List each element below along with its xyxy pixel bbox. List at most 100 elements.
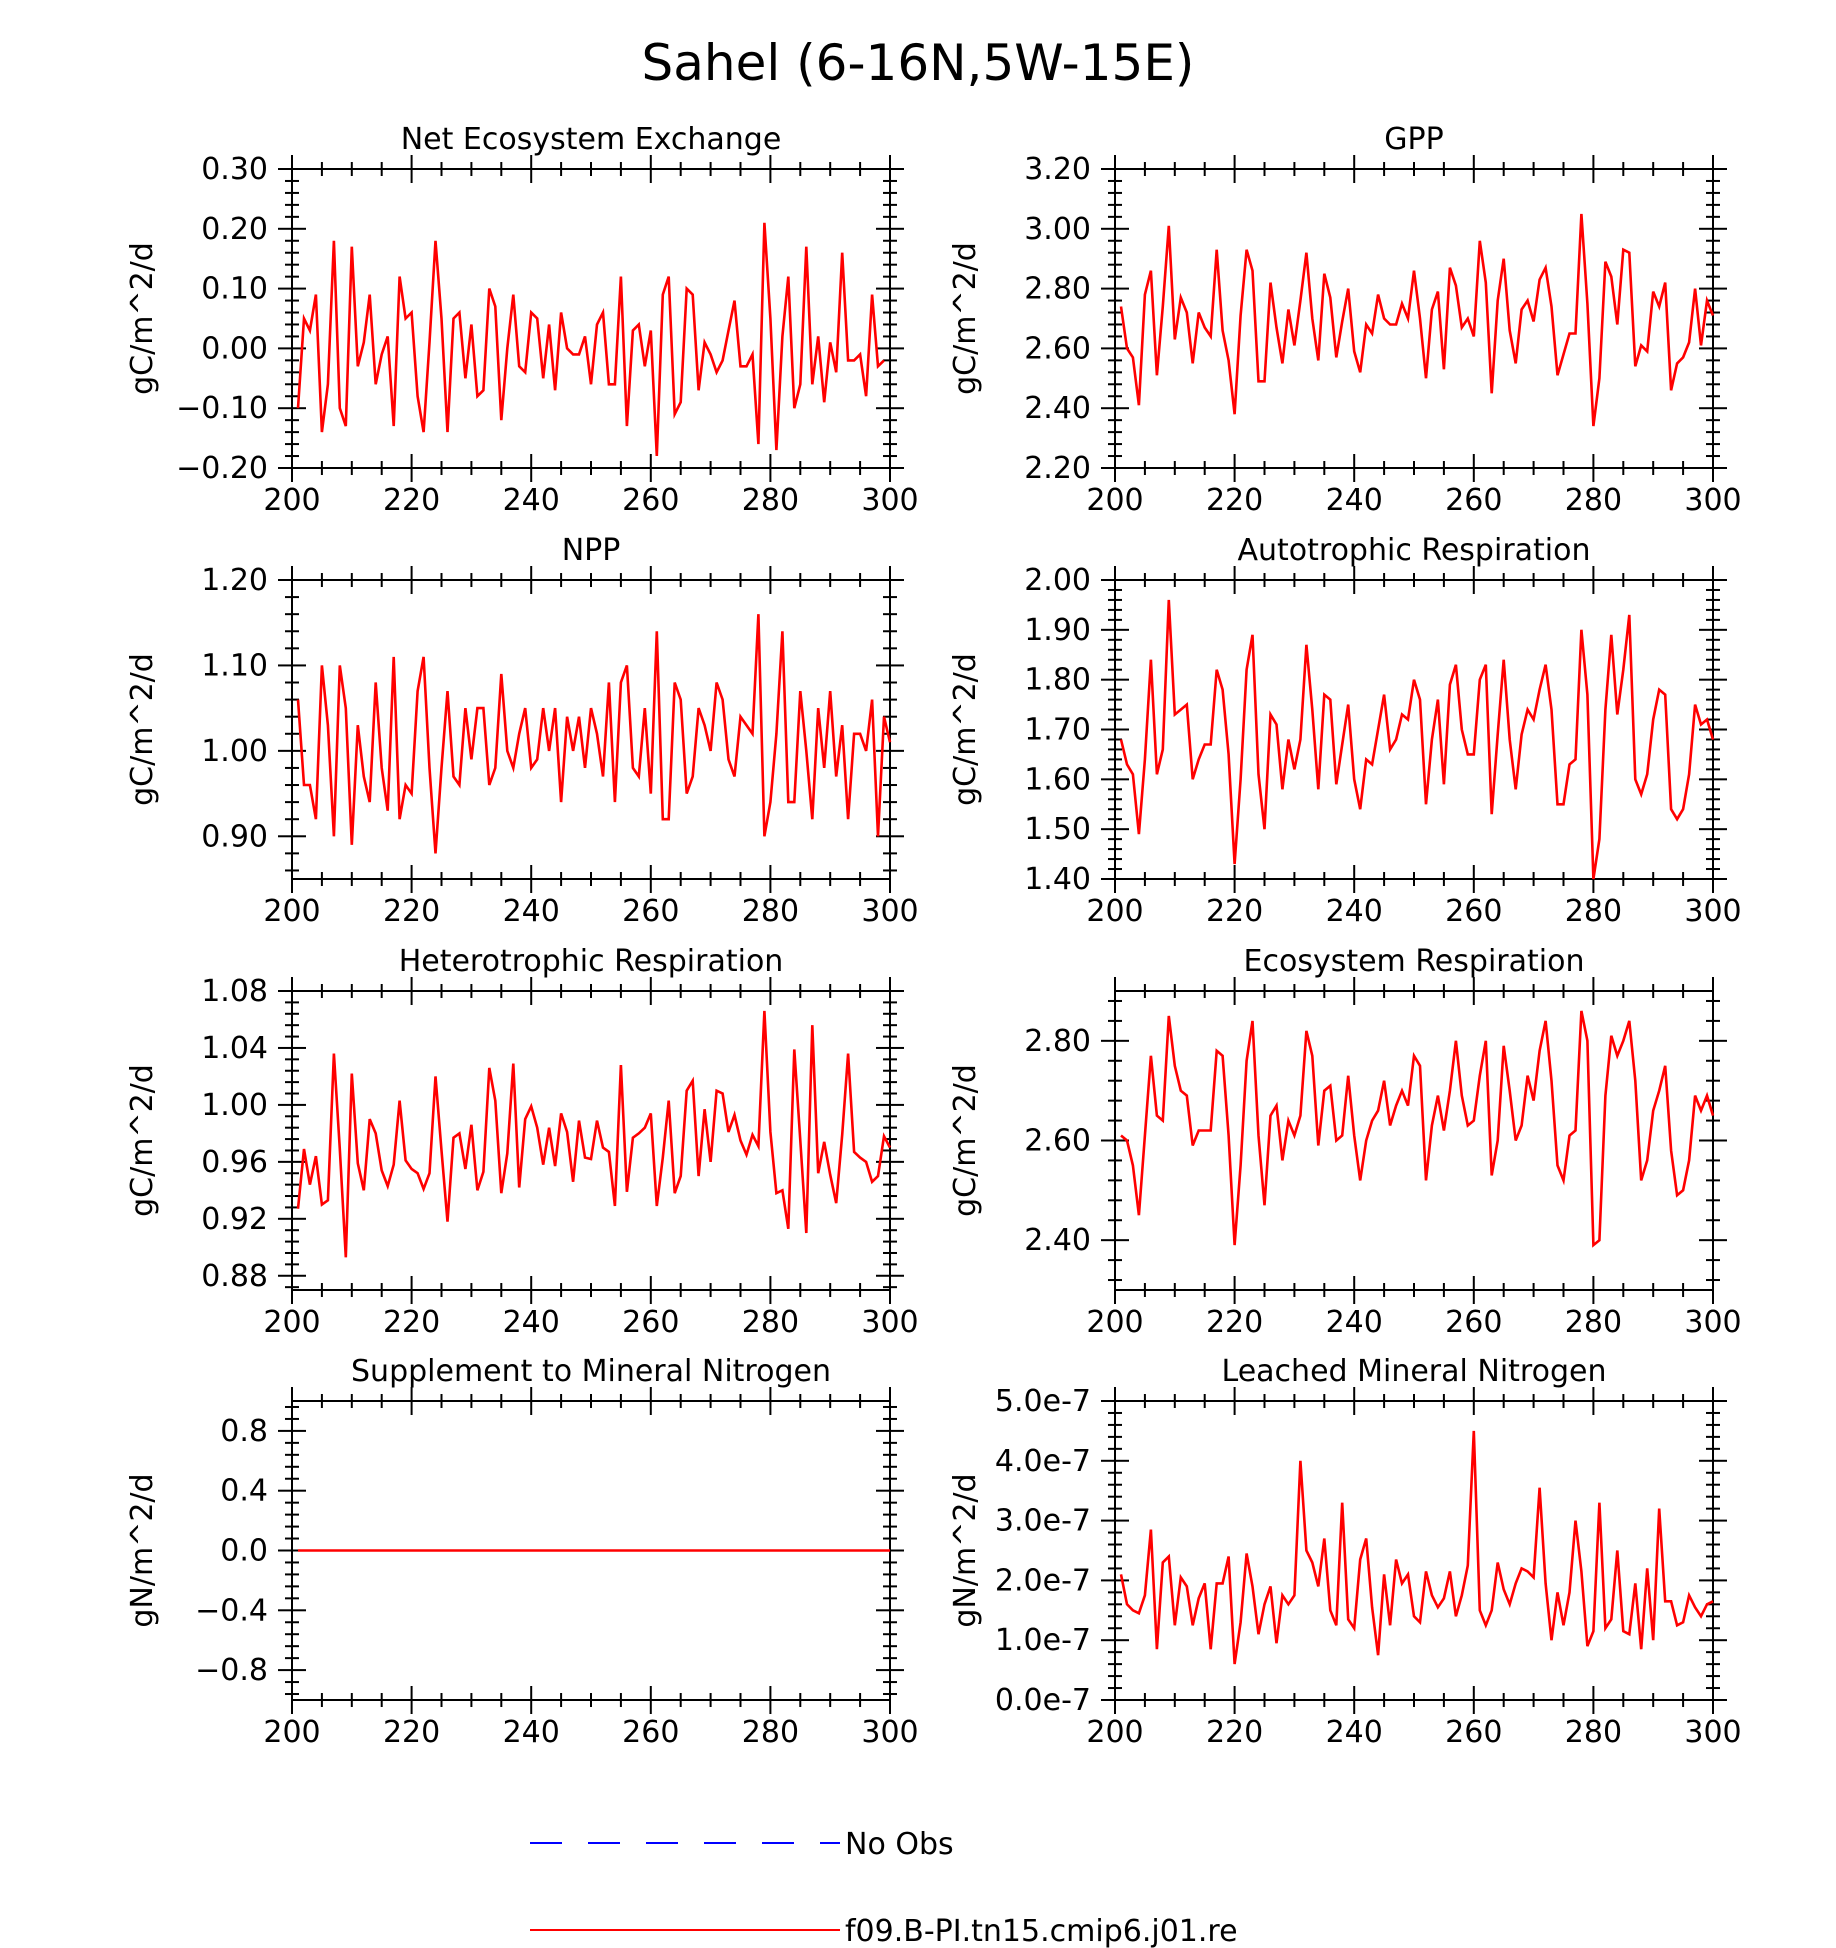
y-tick-label: 3.00 [1024,212,1091,247]
plot-frame [291,168,891,469]
y-axis-label: gC/m^2/d [948,1064,983,1217]
y-tick-label: 1.0e-7 [995,1623,1091,1658]
x-tick-label: 200 [1086,1305,1143,1340]
y-tick-label: 2.40 [1024,1223,1091,1258]
y-tick-label: 0.20 [201,212,268,247]
y-tick-label: 1.70 [1024,713,1091,748]
series-line [1119,213,1715,427]
y-tick-label: 0.4 [220,1474,268,1509]
series-line [296,222,885,457]
panel-npp: 200 220 240 260 280 300 0.90 1.00 1.10 1.20 NPP gC/… [125,533,919,929]
x-tick-label: 300 [1684,1715,1741,1750]
y-tick-label: 0.0 [220,1534,268,1569]
y-tick-label: 2.00 [1024,563,1091,598]
y-tick-label: 2.40 [1024,391,1091,426]
x-tick-label: 280 [742,483,799,518]
y-tick-label: 1.60 [1024,762,1091,797]
y-tick-label: 0.30 [201,152,268,187]
y-axis-label: gC/m^2/d [948,653,983,806]
y-tick-label: −0.8 [195,1653,268,1688]
x-tick-label: 240 [503,1715,560,1750]
y-tick-label: 0.96 [201,1145,268,1180]
x-tick-label: 300 [861,1305,918,1340]
y-tick-label: 1.10 [201,648,268,683]
y-tick-label: 3.20 [1024,152,1091,187]
x-tick-label: 220 [1206,1715,1263,1750]
series-line [1119,1430,1714,1665]
y-axis-label: gC/m^2/d [125,653,160,806]
x-tick-label: 260 [622,483,679,518]
y-tick-label: −0.10 [176,391,268,426]
x-tick-label: 240 [503,894,560,929]
plot-frame [291,579,891,880]
y-tick-label: 0.10 [201,272,268,307]
x-tick-label: 220 [1206,894,1263,929]
x-tick-label: 260 [1445,483,1502,518]
panel-title: Ecosystem Respiration [1244,944,1585,979]
y-tick-label: 1.04 [201,1031,268,1066]
x-tick-label: 280 [742,1305,799,1340]
x-tick-label: 300 [861,894,918,929]
series-line [296,614,892,854]
y-tick-label: 3.0e-7 [995,1504,1091,1539]
y-tick-label: 2.20 [1024,451,1091,486]
x-tick-label: 200 [263,483,320,518]
panel-title: Net Ecosystem Exchange [401,122,782,157]
x-tick-label: 280 [1565,1305,1622,1340]
x-tick-label: 280 [742,1715,799,1750]
x-tick-label: 200 [263,1715,320,1750]
panel-title: Heterotrophic Respiration [399,944,784,979]
x-tick-label: 220 [383,894,440,929]
x-tick-label: 240 [1326,483,1383,518]
panel-title: Autotrophic Respiration [1237,533,1590,568]
y-tick-label: 1.40 [1024,862,1091,897]
x-tick-label: 240 [503,1305,560,1340]
y-axis-label: gC/m^2/d [125,1064,160,1217]
plot-frame [1114,168,1714,469]
y-tick-label: 0.00 [201,331,268,366]
panel-title: Supplement to Mineral Nitrogen [351,1354,831,1389]
x-tick-label: 260 [622,894,679,929]
plot-frame [1114,990,1714,1291]
y-tick-label: 1.50 [1024,812,1091,847]
x-tick-label: 260 [1445,1305,1502,1340]
panel-gpp: 200 220 240 260 280 300 2.20 2.40 2.60 2.80 3.00 3.… [948,122,1742,518]
x-tick-label: 280 [1565,1715,1622,1750]
y-tick-label: 5.0e-7 [995,1384,1091,1419]
x-tick-label: 300 [1684,1305,1741,1340]
panel-ecosystem-respiration: 200 220 240 260 280 300 2.40 2.60 2.80 Ecosystem … [948,944,1742,1340]
y-tick-label: 2.0e-7 [995,1563,1091,1598]
x-tick-label: 200 [263,1305,320,1340]
x-tick-label: 220 [383,1305,440,1340]
x-tick-label: 200 [1086,483,1143,518]
panels: 200 220 240 260 280 300 −0.20 −0.10 0.00 0.10 0.20… [125,122,1742,1750]
x-tick-label: 260 [1445,894,1502,929]
plot-frame [1114,1400,1714,1701]
x-tick-label: 240 [1326,1715,1383,1750]
panel-autotrophic-respiration: 200 220 240 260 280 300 1.40 1.50 1.60 1.70 1.80 1.… [948,533,1742,929]
series-line [1119,599,1715,880]
series-line [296,1010,892,1258]
legend-label-no-obs: No Obs [845,1827,954,1862]
plot-frame [1114,579,1714,880]
y-tick-label: 2.60 [1024,331,1091,366]
x-tick-label: 220 [383,1715,440,1750]
x-tick-label: 220 [383,483,440,518]
y-tick-label: 1.90 [1024,613,1091,648]
y-tick-label: 1.20 [201,563,268,598]
y-axis-label: gN/m^2/d [125,1473,160,1627]
x-tick-label: 240 [1326,894,1383,929]
x-tick-label: 300 [861,483,918,518]
x-tick-label: 260 [622,1305,679,1340]
y-tick-label: 0.88 [201,1259,268,1294]
y-tick-label: 0.0e-7 [995,1683,1091,1718]
x-tick-label: 200 [1086,1715,1143,1750]
x-tick-label: 260 [1445,1715,1502,1750]
legend: No Obs f09.B-PI.tn15.cmip6.j01.re [530,1827,1238,1948]
y-axis-label: gC/m^2/d [125,242,160,395]
y-tick-label: 1.80 [1024,663,1091,698]
y-tick-label: 4.0e-7 [995,1444,1091,1479]
x-tick-label: 260 [622,1715,679,1750]
panel-supplement-mineral-nitrogen: 200 220 240 260 280 300 −0.8 −0.4 0.0 0.4 0.8 Suppl… [125,1354,919,1750]
x-tick-label: 300 [1684,483,1741,518]
